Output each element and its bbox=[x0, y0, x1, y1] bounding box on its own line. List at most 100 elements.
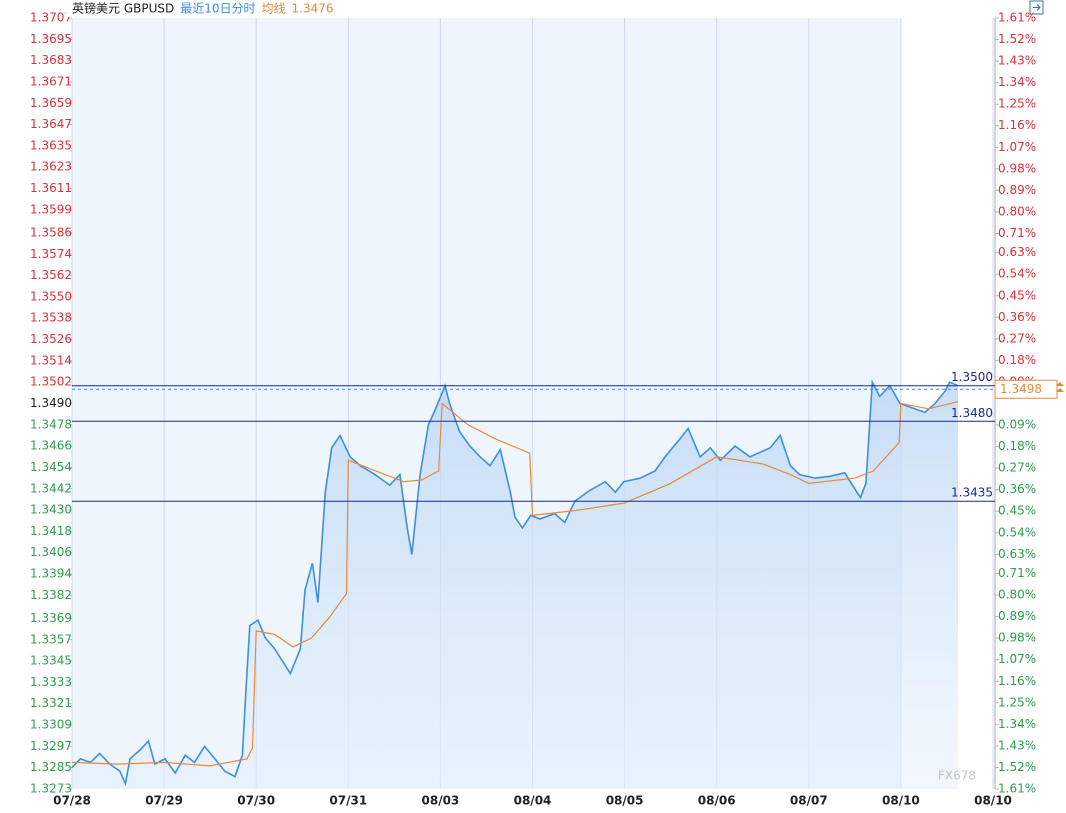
y2-tick-label: 0.18% bbox=[998, 353, 1036, 367]
y2-tick-label: 1.61% bbox=[998, 782, 1036, 796]
x-tick-label: 08/05 bbox=[606, 794, 644, 808]
y2-tick-label: 1.16% bbox=[998, 118, 1036, 132]
y-tick-label: 1.3285 bbox=[30, 760, 72, 774]
y-tick-label: 1.3357 bbox=[30, 632, 72, 646]
x-tick-label: 08/10 bbox=[882, 794, 920, 808]
y-tick-label: 1.3321 bbox=[30, 696, 72, 710]
y-tick-label: 1.3599 bbox=[30, 202, 72, 216]
y-tick-label: 1.3490 bbox=[30, 396, 72, 410]
y2-tick-label: 0.18% bbox=[998, 439, 1036, 453]
current-price-box bbox=[994, 379, 1058, 399]
y2-tick-label: 0.45% bbox=[998, 288, 1036, 302]
price-area bbox=[72, 382, 958, 789]
y-tick-label: 1.3550 bbox=[30, 289, 72, 303]
x-tick-label: 07/30 bbox=[237, 794, 275, 808]
current-price-label: 1.3498 bbox=[1000, 382, 1042, 396]
x-tick-label: 07/31 bbox=[329, 794, 367, 808]
y-tick-label: 1.3574 bbox=[30, 247, 72, 261]
y2-tick-label: 0.54% bbox=[998, 525, 1036, 539]
reference-label: 1.3480 bbox=[951, 406, 993, 420]
y2-tick-label: 0.36% bbox=[998, 482, 1036, 496]
y-tick-label: 1.3659 bbox=[30, 96, 72, 110]
y2-tick-label: 0.80% bbox=[998, 204, 1036, 218]
y2-tick-label: 1.34% bbox=[998, 75, 1036, 89]
reference-label: 1.3500 bbox=[951, 370, 993, 384]
y-tick-label: 1.3273 bbox=[30, 782, 72, 796]
y-tick-label: 1.3514 bbox=[30, 353, 72, 367]
average-value: 1.3476 bbox=[292, 2, 334, 16]
y2-tick-label: 0.27% bbox=[998, 331, 1036, 345]
y2-tick-label: 0.89% bbox=[998, 183, 1036, 197]
y-tick-label: 1.3526 bbox=[30, 332, 72, 346]
average-line bbox=[71, 401, 959, 767]
x-tick-label: 08/07 bbox=[790, 794, 828, 808]
chart-title: 英镑美元 GBPUSD bbox=[72, 1, 174, 16]
y-tick-label: 1.3538 bbox=[30, 311, 72, 325]
y2-tick-label: 1.34% bbox=[998, 717, 1036, 731]
export-arrow bbox=[1033, 4, 1041, 11]
y2-tick-label: 0.98% bbox=[998, 161, 1036, 175]
y-tick-label: 1.3683 bbox=[30, 53, 72, 67]
y2-tick-label: 1.16% bbox=[998, 674, 1036, 688]
x-tick-label: 08/03 bbox=[422, 794, 460, 808]
y-tick-label: 1.3418 bbox=[30, 524, 72, 538]
y2-tick-label: 0.63% bbox=[998, 547, 1036, 561]
y2-tick-label: 0.71% bbox=[998, 566, 1036, 580]
y-tick-label: 1.3647 bbox=[30, 117, 72, 131]
y-tick-label: 1.3611 bbox=[30, 181, 72, 195]
y2-tick-label: 1.07% bbox=[998, 652, 1036, 666]
y2-tick-label: 0.09% bbox=[998, 418, 1036, 432]
y2-tick-label: 1.52% bbox=[998, 32, 1036, 46]
y2-tick-label: 1.07% bbox=[998, 140, 1036, 154]
y2-tick-label: 1.25% bbox=[998, 97, 1036, 111]
y-tick-label: 1.3502 bbox=[30, 375, 72, 389]
y2-tick-label: 1.52% bbox=[998, 760, 1036, 774]
x-tick-label: 08/04 bbox=[514, 794, 552, 808]
y2-tick-label: 1.43% bbox=[998, 738, 1036, 752]
y-tick-label: 1.3382 bbox=[30, 588, 72, 602]
y2-tick-label: 0.45% bbox=[998, 504, 1036, 518]
y2-tick-label: 0.98% bbox=[998, 631, 1036, 645]
y-tick-label: 1.3442 bbox=[30, 481, 72, 495]
legend-average: 均线 bbox=[262, 2, 286, 16]
y-tick-label: 1.3707 bbox=[30, 11, 72, 25]
reference-label: 1.3435 bbox=[951, 486, 993, 500]
y-tick-label: 1.3309 bbox=[30, 718, 72, 732]
y-tick-label: 1.3478 bbox=[30, 417, 72, 431]
scroll-arrows bbox=[1056, 382, 1064, 392]
y-tick-label: 1.3635 bbox=[30, 138, 72, 152]
header-bg bbox=[66, 0, 366, 17]
y2-tick-label: 1.43% bbox=[998, 54, 1036, 68]
y2-tick-label: 0.89% bbox=[998, 609, 1036, 623]
y2-tick-label: 0.54% bbox=[998, 267, 1036, 281]
x-tick-label: 08/10 bbox=[974, 794, 1012, 808]
chart-subtitle: 最近10日分时 bbox=[180, 2, 255, 16]
price-line bbox=[71, 379, 959, 787]
y2-tick-label: 0.80% bbox=[998, 588, 1036, 602]
y-tick-label: 1.3394 bbox=[30, 567, 72, 581]
y2-tick-label: 0.63% bbox=[998, 245, 1036, 259]
y2-tick-label: 1.25% bbox=[998, 695, 1036, 709]
y-tick-label: 1.3406 bbox=[30, 545, 72, 559]
y-tick-label: 1.3369 bbox=[30, 611, 72, 625]
y-tick-label: 1.3297 bbox=[30, 739, 72, 753]
x-tick-label: 07/28 bbox=[53, 794, 91, 808]
y-tick-label: 1.3454 bbox=[30, 460, 72, 474]
y-tick-label: 1.3562 bbox=[30, 268, 72, 282]
y-tick-label: 1.3695 bbox=[30, 32, 72, 46]
y2-tick-label: 0.36% bbox=[998, 310, 1036, 324]
y2-tick-label: 0.71% bbox=[998, 226, 1036, 240]
x-tick-label: 07/29 bbox=[145, 794, 183, 808]
watermark: FX678 bbox=[938, 769, 976, 783]
y-tick-label: 1.3671 bbox=[30, 74, 72, 88]
y-tick-label: 1.3623 bbox=[30, 160, 72, 174]
y-tick-label: 1.3466 bbox=[30, 439, 72, 453]
y-tick-label: 1.3586 bbox=[30, 225, 72, 239]
x-tick-label: 08/06 bbox=[698, 794, 736, 808]
y-tick-label: 1.3345 bbox=[30, 654, 72, 668]
y-tick-label: 1.3430 bbox=[30, 503, 72, 517]
y2-tick-label: 1.61% bbox=[998, 11, 1036, 25]
y-tick-label: 1.3333 bbox=[30, 675, 72, 689]
y2-tick-label: 0.27% bbox=[998, 461, 1036, 475]
